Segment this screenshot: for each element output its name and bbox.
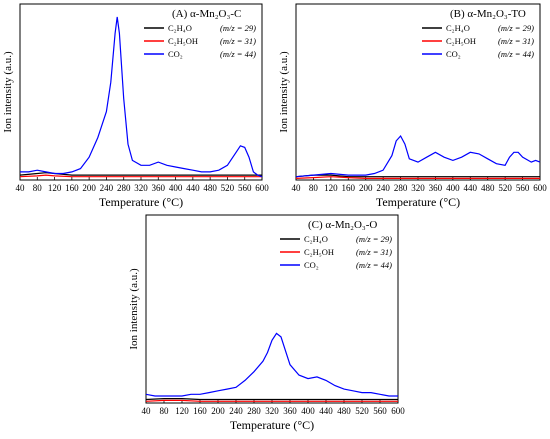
legend-mz-label: (m/z = 29) <box>220 23 256 33</box>
x-tick-label: 200 <box>211 406 225 416</box>
x-tick-label: 280 <box>247 406 261 416</box>
legend-series-name: C₂H₄O <box>168 23 192 33</box>
series-line-0 <box>295 174 540 178</box>
series-line-0 <box>145 398 398 401</box>
x-tick-label: 40 <box>142 406 152 416</box>
x-tick-label: 80 <box>160 406 170 416</box>
x-tick-label: 240 <box>376 183 390 193</box>
x-tick-label: 440 <box>319 406 333 416</box>
x-tick-label: 600 <box>255 183 269 193</box>
legend-mz-label: (m/z = 44) <box>498 49 534 59</box>
x-tick-label: 520 <box>355 406 369 416</box>
legend-series-name: C₂H₄O <box>446 23 470 33</box>
x-tick-label: 40 <box>292 183 302 193</box>
legend-series-name: C₂H₅OH <box>168 36 198 46</box>
series-line-1 <box>295 176 540 179</box>
x-tick-label: 560 <box>238 183 252 193</box>
legend-mz-label: (m/z = 44) <box>356 260 392 270</box>
legend-series-name: CO₂ <box>304 260 319 270</box>
x-tick-label: 320 <box>265 406 279 416</box>
legend-mz-label: (m/z = 31) <box>356 247 392 257</box>
x-tick-label: 400 <box>446 183 460 193</box>
legend-mz-label: (m/z = 29) <box>356 234 392 244</box>
panel-c: 40 80 120 160 200 240 280 320 360 400 440 480 520 560… <box>128 214 405 432</box>
x-tick-label: 600 <box>533 183 547 193</box>
x-tick-label: 440 <box>464 183 478 193</box>
x-tick-label: 520 <box>498 183 512 193</box>
x-tick-label: 360 <box>152 183 166 193</box>
x-tick-label: 360 <box>283 406 297 416</box>
legend-series-name: C₂H₅OH <box>304 247 334 257</box>
legend-series-name: CO₂ <box>446 49 461 59</box>
x-tick-label: 160 <box>342 183 356 193</box>
x-tick-label: 560 <box>516 183 530 193</box>
x-tick-label: 120 <box>175 406 189 416</box>
series-line-2 <box>145 332 398 397</box>
legend-series-name: C₂H₄O <box>304 234 328 244</box>
x-tick-label: 320 <box>134 183 148 193</box>
x-tick-label: 160 <box>65 183 79 193</box>
y-axis-label: Ion intensity (a.u.) <box>128 268 140 350</box>
x-tick-label: 280 <box>117 183 131 193</box>
x-tick-label: 80 <box>309 183 319 193</box>
x-tick-label: 40 <box>16 183 26 193</box>
panel-title: (A) α-Mn₂O₃-C <box>172 8 241 20</box>
series-line-1 <box>145 399 398 402</box>
legend-series-name: CO₂ <box>168 49 183 59</box>
x-tick-label: 600 <box>391 406 405 416</box>
legend-mz-label: (m/z = 31) <box>498 36 534 46</box>
x-tick-label: 120 <box>324 183 338 193</box>
panel-b: 40 80 120 160 200 240 280 320 360 400 440 480 520 560… <box>278 3 547 209</box>
series-line-1 <box>19 174 262 178</box>
legend-series-name: C₂H₅OH <box>446 36 476 46</box>
x-tick-label: 360 <box>429 183 443 193</box>
x-axis-label: Temperature (°C) <box>230 418 314 432</box>
x-tick-label: 200 <box>359 183 373 193</box>
x-tick-label: 400 <box>301 406 315 416</box>
x-tick-label: 400 <box>169 183 183 193</box>
x-axis-label: Temperature (°C) <box>99 195 183 209</box>
x-tick-label: 480 <box>203 183 217 193</box>
legend-mz-label: (m/z = 31) <box>220 36 256 46</box>
legend-mz-label: (m/z = 29) <box>498 23 534 33</box>
x-tick-label: 240 <box>229 406 243 416</box>
panel-title: (B) α-Mn₂O₃-TO <box>450 8 526 20</box>
x-tick-label: 280 <box>394 183 408 193</box>
x-tick-label: 440 <box>186 183 200 193</box>
x-tick-label: 560 <box>373 406 387 416</box>
x-axis-label: Temperature (°C) <box>376 195 460 209</box>
series-line-2 <box>20 16 263 178</box>
x-tick-label: 240 <box>100 183 114 193</box>
x-tick-label: 160 <box>193 406 207 416</box>
x-tick-label: 480 <box>481 183 495 193</box>
y-axis-label: Ion intensity (a.u.) <box>278 51 290 133</box>
panel-a: 40 80 120 160 200 240 280 320 360 400 440 480 520 560… <box>2 3 269 209</box>
y-axis-label: Ion intensity (a.u.) <box>2 51 14 133</box>
legend-mz-label: (m/z = 44) <box>220 49 256 59</box>
series-line-2 <box>295 134 541 178</box>
x-tick-label: 80 <box>33 183 43 193</box>
panel-title: (C) α-Mn₂O₃-O <box>308 219 377 231</box>
x-tick-label: 520 <box>221 183 235 193</box>
x-tick-label: 320 <box>411 183 425 193</box>
x-tick-label: 480 <box>337 406 351 416</box>
x-tick-label: 200 <box>82 183 96 193</box>
x-tick-label: 120 <box>48 183 62 193</box>
